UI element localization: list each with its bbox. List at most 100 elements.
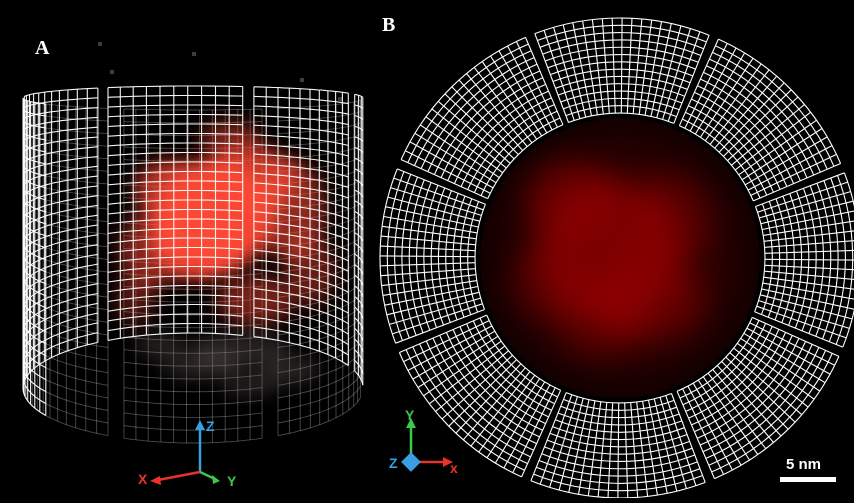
grid-line <box>662 28 691 120</box>
noise-blob <box>135 333 185 357</box>
grid-line <box>470 371 531 447</box>
axes-triad-a-icon: Z X Y <box>138 418 237 489</box>
panel-b-label: B <box>382 14 396 36</box>
grid-line <box>409 141 494 189</box>
grid-line <box>729 352 803 416</box>
axis-b-y-label: Y <box>405 407 415 423</box>
grid-line <box>760 294 853 320</box>
grid-line <box>354 317 364 330</box>
grid-line <box>582 20 598 115</box>
grid-line <box>727 96 799 162</box>
scale-bar <box>780 477 836 482</box>
grid-line <box>684 43 728 129</box>
grid-line <box>503 384 551 469</box>
grid-line <box>760 200 854 225</box>
signal-blob <box>525 160 615 240</box>
grid-line <box>524 37 564 125</box>
noise-speck <box>98 42 102 46</box>
grid-line <box>354 125 364 131</box>
grid-line <box>474 203 486 310</box>
grid-line <box>617 402 620 499</box>
grid-line <box>620 17 623 114</box>
grid-line <box>23 332 99 371</box>
grid-line <box>354 306 364 319</box>
grid-line <box>354 146 364 153</box>
grid-line <box>24 107 98 119</box>
grid-line <box>759 191 851 219</box>
signal-blob <box>630 175 710 265</box>
grid-line <box>763 220 854 236</box>
grid-line <box>494 381 546 464</box>
grid-line <box>756 305 847 339</box>
grid-line <box>498 50 548 134</box>
grid-line <box>23 253 98 283</box>
grid-line <box>23 244 98 273</box>
grid-line <box>380 262 476 267</box>
grid-line <box>734 111 812 171</box>
grid-line <box>354 221 364 231</box>
grid-line <box>740 337 821 392</box>
grid-line <box>466 73 528 147</box>
grid-line <box>699 57 754 138</box>
grid-line <box>587 401 602 496</box>
grid-line <box>758 300 850 329</box>
grid-line <box>123 437 263 444</box>
grid-line <box>419 124 500 179</box>
grid-line <box>380 268 476 277</box>
grid-line <box>407 325 493 371</box>
grid-line <box>383 215 478 234</box>
grid-line <box>399 314 487 354</box>
grid-line <box>481 61 538 140</box>
signal-blob <box>255 160 325 260</box>
grid-line <box>417 335 499 388</box>
grid-line <box>123 412 263 418</box>
grid-line <box>23 185 98 207</box>
grid-line <box>718 82 785 153</box>
axis-a-x-label: X <box>138 471 148 487</box>
grid-line <box>23 214 98 240</box>
grid-line <box>382 225 477 240</box>
grid-line <box>568 112 675 124</box>
grid-line <box>412 330 496 380</box>
grid-line <box>632 18 643 114</box>
grid-line <box>490 55 543 137</box>
grid-line <box>624 402 629 498</box>
scale-bar-label: 5 nm <box>786 456 822 473</box>
grid-line <box>764 270 854 280</box>
grid-line <box>23 234 98 262</box>
grid-line <box>123 108 263 111</box>
grid-line <box>354 104 364 109</box>
grid-line <box>764 258 854 261</box>
cylinder-front-grid <box>22 85 364 416</box>
grid-line <box>607 402 614 498</box>
grid-line <box>744 136 828 186</box>
grid-line <box>746 327 831 375</box>
grid-line <box>636 401 649 497</box>
grid-line <box>486 378 541 459</box>
grid-line <box>754 206 766 313</box>
grid-line <box>741 128 823 181</box>
grid-line <box>25 374 109 411</box>
grid-line <box>754 311 844 348</box>
grid-line <box>23 322 99 360</box>
grid-line <box>539 394 573 485</box>
grid-line <box>379 255 476 258</box>
grid-line <box>393 177 484 211</box>
grid-line <box>253 124 349 136</box>
grid-line <box>762 282 854 300</box>
grid-line <box>670 393 706 483</box>
grid-line <box>761 288 854 310</box>
noise-blob <box>160 351 240 379</box>
grid-line <box>562 24 587 118</box>
grid-line <box>762 210 854 231</box>
grid-line <box>23 175 98 196</box>
grid-line <box>601 18 610 114</box>
grid-line <box>385 206 479 228</box>
grid-line <box>647 400 668 494</box>
grid-line <box>25 362 109 399</box>
grid-line <box>752 316 840 357</box>
grid-line <box>405 150 491 194</box>
grid-line <box>23 195 98 218</box>
grid-line <box>757 181 848 213</box>
